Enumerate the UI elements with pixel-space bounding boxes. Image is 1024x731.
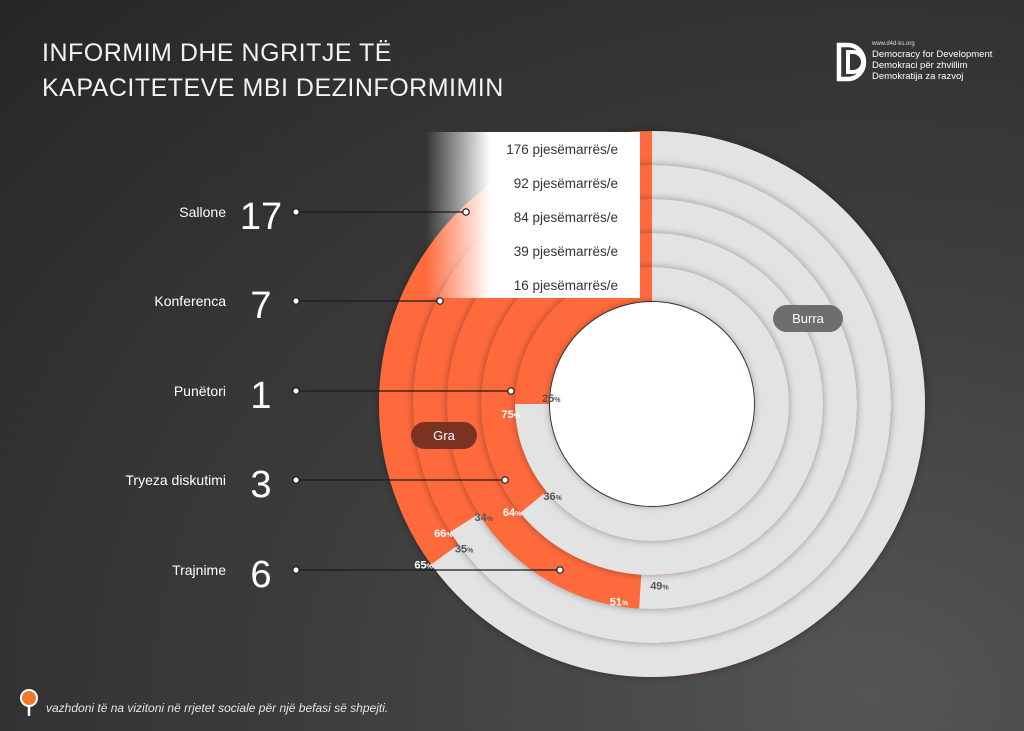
- category-label: Sallone: [179, 204, 226, 220]
- magnifier-icon: [20, 689, 38, 716]
- ring-male-segment: [450, 165, 891, 643]
- connector-dot: [292, 297, 300, 305]
- connector-dot: [292, 566, 300, 574]
- ring-male-segment: [515, 267, 789, 541]
- participants-label: 84 pjesëmarrës/e: [514, 210, 618, 225]
- logo-url: www.d4d-ks.org: [872, 41, 915, 47]
- legend-male-badge: [773, 305, 843, 332]
- category-count: 6: [250, 554, 271, 596]
- legend-female-badge: [411, 422, 477, 449]
- category-label: Trajnime: [172, 562, 226, 578]
- connector-dot: [436, 297, 444, 305]
- category-label: Konferenca: [154, 293, 226, 309]
- organization-logo[interactable]: www.d4d-ks.org Democracy for Development…: [836, 40, 996, 84]
- connector-dot: [292, 476, 300, 484]
- d4d-logo-icon: [836, 42, 867, 82]
- participants-label: 176 pjesëmarrës/e: [506, 142, 618, 157]
- category-count: 17: [240, 196, 282, 238]
- page-title: INFORMIM DHE NGRITJE TË KAPACITETEVE MBI…: [42, 36, 504, 106]
- logo-line-albanian: Demokraci për zhvillim: [872, 60, 968, 71]
- ring-male-segment: [431, 131, 925, 677]
- category-label: Tryeza diskutimi: [125, 472, 226, 488]
- legend-male-label: Burra: [792, 311, 825, 326]
- page-title-line-1: INFORMIM DHE NGRITJE TË: [42, 39, 392, 67]
- participants-panel: [426, 132, 640, 298]
- connector-dot: [292, 208, 300, 216]
- connector-dot: [507, 387, 515, 395]
- ring-male-segment: [520, 233, 823, 575]
- participants-label: 39 pjesëmarrës/e: [514, 244, 618, 259]
- legend-female-label: Gra: [433, 428, 455, 443]
- connector-dot: [556, 566, 564, 574]
- connector-dot: [292, 387, 300, 395]
- category-label: Punëtori: [174, 383, 226, 399]
- logo-line-serbian: Demokratija za razvoj: [872, 71, 964, 82]
- footer-note: vazhdoni të na vizitoni në rrjetet socia…: [46, 701, 389, 715]
- page-title-line-2: KAPACITETEVE MBI DEZINFORMIMIN: [42, 74, 504, 102]
- category-count: 7: [250, 285, 271, 327]
- category-count: 1: [250, 375, 271, 417]
- connector-dot: [462, 208, 470, 216]
- logo-line-english: Democracy for Development: [872, 49, 993, 60]
- participants-label: 92 pjesëmarrës/e: [514, 176, 618, 191]
- connector-dot: [501, 476, 509, 484]
- ring-male-segment: [639, 199, 857, 609]
- category-count: 3: [250, 464, 271, 506]
- participants-label: 16 pjesëmarrës/e: [514, 278, 618, 293]
- chart-center-hole: [550, 302, 754, 506]
